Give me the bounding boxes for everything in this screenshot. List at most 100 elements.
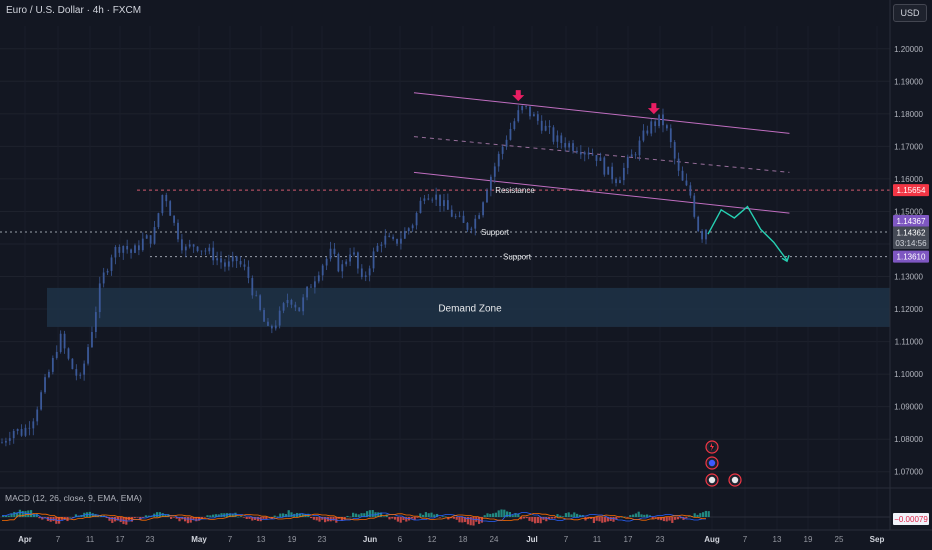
macd-histogram-bar: [520, 517, 523, 520]
candle-body: [529, 106, 531, 117]
candle-body: [192, 244, 195, 247]
candle-body: [55, 351, 58, 358]
candle-body: [544, 125, 547, 131]
candle-body: [693, 195, 696, 217]
time-tick-label: 11: [593, 535, 602, 544]
macd-histogram-bar: [354, 513, 357, 517]
candle-body: [654, 121, 657, 127]
candle-body: [310, 286, 312, 288]
candle-body: [568, 143, 571, 148]
price-label-support-lower: 1.13610: [897, 253, 926, 262]
candle-body: [497, 153, 500, 167]
price-label-countdown-bg: [893, 237, 929, 250]
macd-histogram-bar: [452, 517, 455, 519]
candle-body: [333, 248, 336, 255]
macd-histogram-bar: [186, 517, 189, 524]
macd-histogram-bar: [643, 514, 646, 517]
candle-body: [118, 246, 121, 253]
macd-histogram-bar: [340, 517, 343, 521]
macd-histogram-bar: [651, 517, 654, 519]
macd-histogram-bar: [590, 517, 593, 519]
event-icons[interactable]: [705, 440, 742, 487]
macd-histogram-bar: [326, 517, 329, 522]
time-tick-label: 25: [835, 535, 844, 544]
macd-histogram-bar: [332, 517, 335, 521]
macd-histogram-bar: [111, 517, 114, 523]
candle-body: [427, 198, 430, 200]
candle-body: [263, 310, 265, 322]
candle-body: [439, 194, 441, 207]
macd-histogram-bar: [158, 512, 161, 517]
candle-body: [650, 121, 653, 134]
symbol-title[interactable]: Euro / U.S. Dollar · 4h · FXCM: [6, 5, 142, 16]
macd-histogram-bar: [696, 514, 699, 517]
price-tick-label: 1.11000: [895, 338, 924, 347]
macd-histogram-bar: [214, 514, 217, 517]
demand-zone[interactable]: Demand Zone: [47, 287, 890, 327]
macd-histogram-bar: [324, 517, 327, 523]
macd-histogram-bar: [685, 517, 688, 519]
candle-body: [665, 125, 668, 129]
macd-histogram-bar: [447, 517, 450, 520]
macd-histogram-bar: [161, 513, 164, 517]
candle-body: [556, 135, 559, 142]
macd-value-bg: [893, 513, 929, 525]
candle-body: [431, 199, 434, 201]
macd-label[interactable]: MACD (12, 26, close, 9, EMA, EMA): [5, 493, 142, 503]
candle-body: [87, 347, 89, 364]
time-tick-label: Aug: [704, 535, 720, 544]
candle-body: [357, 252, 359, 269]
price-axis[interactable]: 1.20000 1.19000 1.18000 1.17000 1.16000 1.150…: [889, 0, 929, 530]
price-tick-label: 1.20000: [894, 45, 923, 54]
projection-path[interactable]: [707, 205, 790, 263]
time-tick-label: 23: [318, 535, 327, 544]
macd-histogram-bar: [494, 512, 497, 517]
macd-histogram-bar: [576, 513, 579, 517]
candle-body: [8, 438, 11, 441]
horizontal-levels[interactable]: [0, 189, 890, 258]
macd-histogram-bar: [234, 512, 237, 517]
macd-histogram-bar: [402, 517, 405, 521]
macd-histogram-bar: [184, 517, 187, 522]
macd-histogram-bar: [567, 512, 570, 517]
time-tick-label: May: [191, 535, 207, 544]
price-label-last: 1.14362: [897, 229, 926, 238]
macd-histogram-bar: [181, 517, 184, 520]
macd-histogram-bar: [489, 513, 492, 517]
macd-histogram-bar: [592, 517, 595, 524]
descending-channel[interactable]: [413, 92, 790, 214]
price-tick-label: 1.13000: [894, 273, 923, 282]
time-axis[interactable]: Apr 7 11 17 23 May 7 13 19 23 Jun 6 12 18 24 Jul 7 11 17 23…: [0, 529, 932, 544]
demand-zone-box: [47, 287, 890, 327]
macd-histogram-bar: [634, 513, 637, 517]
candle-body: [517, 110, 520, 122]
currency-button[interactable]: USD: [893, 4, 927, 22]
macd-histogram-bar: [511, 515, 514, 517]
macd-histogram-bar: [609, 517, 612, 521]
candle-body: [321, 265, 324, 276]
candle-body: [705, 229, 707, 240]
candle-body: [161, 194, 164, 214]
macd-histogram-bar: [38, 517, 41, 519]
macd-histogram-bar: [548, 517, 551, 520]
price-tick-label: 1.09000: [894, 403, 923, 412]
us-flag-icon-fill: [731, 476, 739, 484]
macd-histogram-bar: [480, 517, 483, 523]
macd-histogram-bar: [301, 513, 304, 517]
macd-histogram-bar: [618, 517, 621, 518]
time-tick-label: 13: [773, 535, 782, 544]
macd-histogram-bar: [352, 512, 355, 517]
candle-body: [622, 167, 625, 181]
candle-body: [493, 166, 496, 177]
candle-body: [235, 256, 238, 262]
macd-histogram-bar: [164, 514, 167, 517]
macd-pane: [0, 487, 932, 526]
macd-histogram-bar: [637, 511, 640, 517]
time-tick-label: Apr: [18, 535, 32, 544]
macd-histogram-bar: [500, 509, 503, 517]
candle-body: [110, 257, 113, 271]
macd-histogram-bar: [156, 512, 159, 517]
macd-histogram-bar: [410, 517, 413, 519]
